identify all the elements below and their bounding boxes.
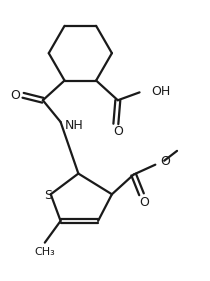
Text: O: O [139,196,149,209]
Text: O: O [10,89,20,102]
Text: OH: OH [151,85,171,98]
Text: O: O [113,125,123,138]
Text: CH₃: CH₃ [34,248,55,257]
Text: NH: NH [64,119,83,132]
Text: O: O [160,155,170,168]
Text: S: S [44,189,52,202]
